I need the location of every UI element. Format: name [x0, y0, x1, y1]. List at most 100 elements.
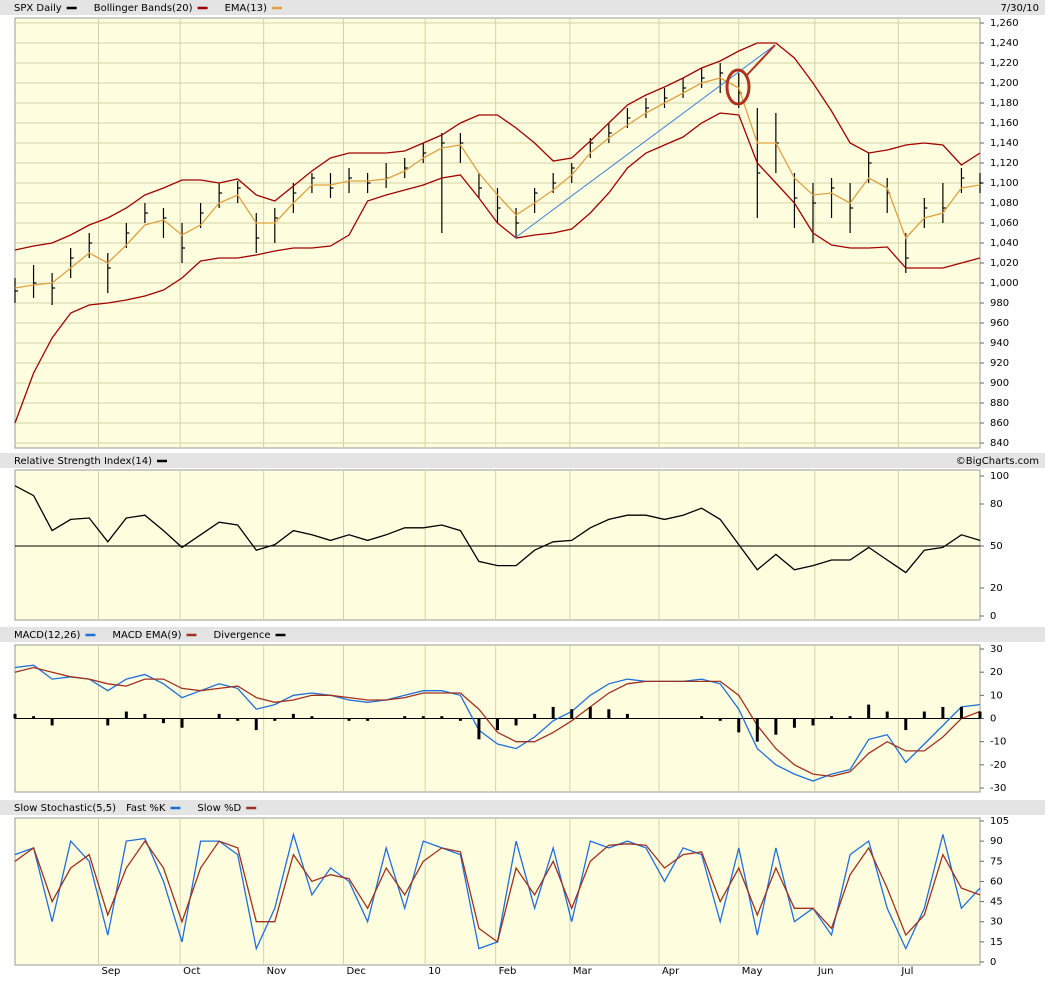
- x-tick-label: Nov: [267, 966, 287, 977]
- histogram-bar: [69, 718, 73, 719]
- plot-area: [14, 817, 981, 966]
- histogram-bar: [588, 706, 592, 719]
- y-tick-label: 1,080: [990, 198, 1019, 209]
- y-tick-label: 920: [990, 358, 1009, 369]
- histogram-bar: [607, 709, 611, 719]
- x-tick-label: Feb: [499, 966, 517, 977]
- y-tick-label: 1,220: [990, 58, 1019, 69]
- histogram-bar: [718, 718, 722, 721]
- y-tick-label: 45: [990, 897, 1003, 908]
- plot-area: [14, 17, 981, 449]
- panel-title: Slow Stochastic(5,5): [14, 803, 116, 814]
- y-tick-label: 50: [990, 541, 1003, 552]
- indicator-line: [14, 666, 981, 778]
- y-tick-label: 1,160: [990, 118, 1019, 129]
- histogram-bar: [328, 718, 332, 719]
- histogram-bar: [922, 711, 926, 719]
- y-tick-label: 0: [990, 957, 996, 968]
- panel-note: 7/30/10: [1000, 3, 1039, 14]
- y-tick-label: 1,120: [990, 158, 1019, 169]
- panel-header: [0, 453, 1045, 468]
- histogram-bar: [254, 718, 258, 731]
- histogram-bar: [291, 713, 295, 719]
- panel-header: [0, 627, 1045, 642]
- y-tick-label: 980: [990, 298, 1009, 309]
- y-tick-label: 20: [990, 667, 1003, 678]
- highlight-circle: [725, 68, 751, 106]
- histogram-bar: [87, 718, 91, 719]
- histogram-bar: [32, 716, 36, 719]
- histogram-bar: [941, 706, 945, 719]
- x-tick-label: Mar: [573, 966, 593, 977]
- y-tick-label: 30: [990, 644, 1003, 655]
- indicator-line: [14, 664, 981, 782]
- y-tick-label: 840: [990, 438, 1009, 449]
- indicator-line: [14, 485, 981, 574]
- y-tick-label: 940: [990, 338, 1009, 349]
- histogram-bar: [13, 713, 17, 719]
- histogram-bar: [477, 718, 481, 740]
- panel-note: ©BigCharts.com: [956, 456, 1039, 467]
- y-tick-label: 15: [990, 937, 1003, 948]
- y-tick-label: 1,140: [990, 138, 1019, 149]
- histogram-bar: [403, 716, 407, 719]
- legend-label: Relative Strength Index(14): [14, 456, 152, 467]
- panel-header: [0, 0, 1045, 15]
- histogram-bar: [217, 713, 221, 719]
- histogram-bar: [458, 718, 462, 721]
- histogram-bar: [236, 718, 240, 721]
- y-tick-label: 20: [990, 583, 1003, 594]
- legend-label: Bollinger Bands(20): [94, 3, 193, 14]
- y-tick-label: 75: [990, 856, 1003, 867]
- y-tick-label: 960: [990, 318, 1009, 329]
- x-tick-label: Dec: [346, 966, 365, 977]
- histogram-bar: [848, 716, 852, 719]
- histogram-bar: [106, 718, 110, 726]
- histogram-bar: [143, 713, 147, 719]
- y-tick-label: 1,100: [990, 178, 1019, 189]
- histogram-bar: [161, 718, 165, 724]
- x-tick-label: Apr: [662, 966, 680, 977]
- y-tick-label: -10: [990, 737, 1006, 748]
- histogram-bar: [959, 706, 963, 719]
- histogram-bar: [199, 718, 203, 719]
- legend-label: Slow %D: [197, 803, 241, 814]
- legend-label: Divergence: [214, 630, 271, 641]
- histogram-bar: [347, 718, 351, 721]
- histogram-bar: [904, 718, 908, 731]
- x-tick-label: Jul: [900, 966, 913, 977]
- x-tick-label: 10: [428, 966, 441, 977]
- y-tick-label: 90: [990, 836, 1003, 847]
- trend-line: [514, 44, 776, 239]
- x-tick-label: Sep: [102, 966, 121, 977]
- y-tick-label: 1,060: [990, 218, 1019, 229]
- histogram-bar: [755, 718, 759, 742]
- histogram-bar: [978, 711, 982, 719]
- y-tick-label: 80: [990, 499, 1003, 510]
- histogram-bar: [644, 718, 648, 719]
- histogram-bar: [440, 716, 444, 719]
- y-tick-label: 900: [990, 378, 1009, 389]
- x-tick-label: Jun: [817, 966, 834, 977]
- histogram-bar: [811, 718, 815, 726]
- histogram-bar: [551, 706, 555, 719]
- y-tick-label: -30: [990, 783, 1006, 794]
- y-tick-label: 1,000: [990, 278, 1019, 289]
- histogram-bar: [514, 718, 518, 726]
- y-tick-label: 60: [990, 876, 1003, 887]
- histogram-bar: [663, 718, 667, 719]
- y-tick-label: 1,040: [990, 238, 1019, 249]
- histogram-bar: [310, 716, 314, 719]
- histogram-bar: [830, 716, 834, 719]
- indicator-line: [14, 839, 981, 943]
- panel-header: [0, 800, 1045, 815]
- y-tick-label: 0: [990, 611, 996, 622]
- plot-area: [14, 469, 981, 621]
- histogram-bar: [273, 718, 277, 721]
- histogram-bar: [124, 711, 128, 719]
- y-tick-label: 1,240: [990, 38, 1019, 49]
- histogram-bar: [421, 716, 425, 719]
- y-tick-label: 105: [990, 816, 1009, 827]
